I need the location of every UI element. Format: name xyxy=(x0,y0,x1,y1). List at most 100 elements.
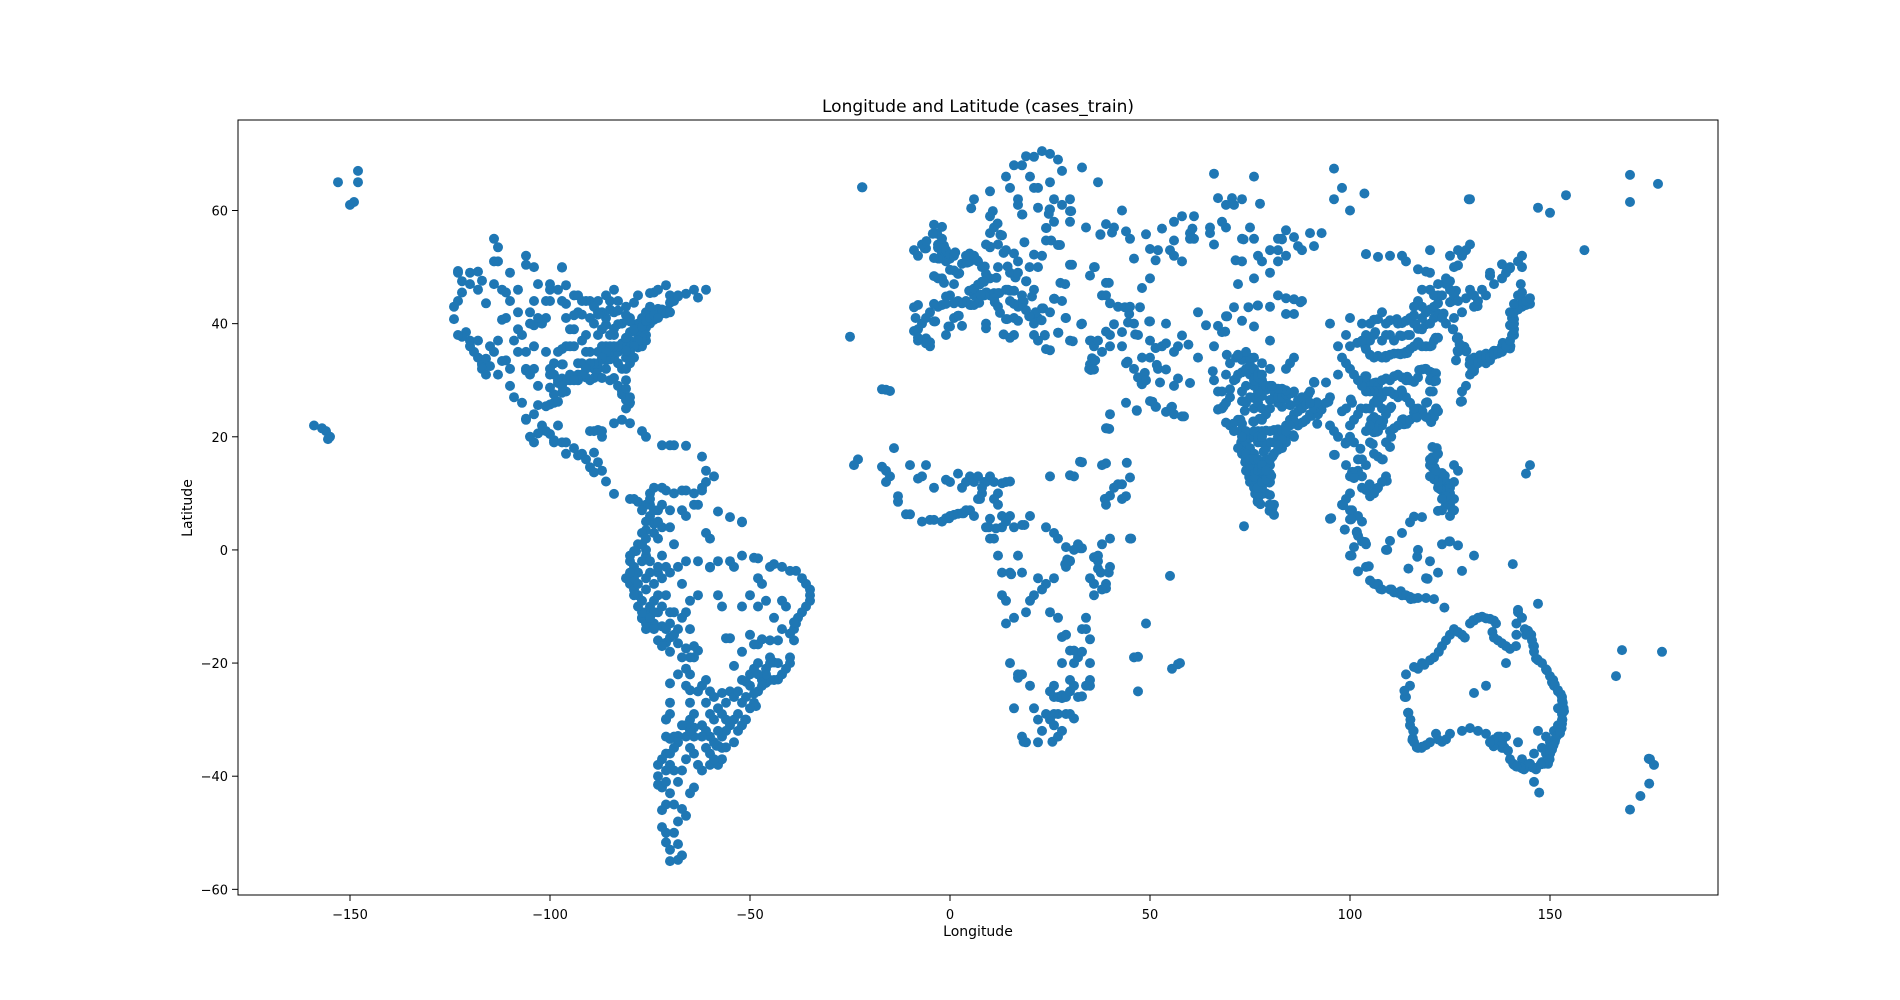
x-tick-label: 0 xyxy=(946,908,954,923)
x-axis-label: Longitude xyxy=(943,924,1013,940)
data-point xyxy=(1533,598,1543,609)
data-point xyxy=(1297,245,1307,256)
data-point xyxy=(1382,544,1393,555)
data-point xyxy=(1505,754,1515,765)
data-point xyxy=(1433,332,1443,343)
data-point xyxy=(1009,612,1019,623)
data-point xyxy=(1329,449,1339,460)
data-point xyxy=(553,396,563,407)
data-point xyxy=(975,289,986,300)
data-point xyxy=(845,331,855,342)
data-point xyxy=(653,313,663,323)
x-tick-label: −50 xyxy=(736,908,763,923)
data-point xyxy=(681,440,691,451)
data-point xyxy=(349,197,359,207)
data-point xyxy=(1137,283,1147,293)
data-point xyxy=(1081,222,1091,233)
data-point xyxy=(1445,250,1455,261)
data-point xyxy=(1209,341,1219,352)
data-point xyxy=(1445,284,1455,295)
data-point xyxy=(653,771,663,782)
data-point xyxy=(1057,199,1067,210)
data-point xyxy=(929,514,939,525)
data-point xyxy=(1249,171,1259,182)
data-point xyxy=(1273,440,1283,451)
data-point xyxy=(1065,470,1075,481)
data-point xyxy=(1085,573,1095,584)
data-point xyxy=(1001,245,1011,256)
data-point xyxy=(1269,509,1279,520)
data-point xyxy=(1161,338,1171,349)
data-point xyxy=(993,499,1003,510)
data-point xyxy=(1193,307,1203,318)
data-point xyxy=(1104,423,1115,434)
data-point xyxy=(1361,460,1371,471)
data-point xyxy=(1359,188,1370,199)
data-point xyxy=(1085,634,1095,645)
data-point xyxy=(1033,714,1043,725)
data-point xyxy=(1413,372,1423,383)
data-point xyxy=(1089,355,1100,366)
data-point xyxy=(930,316,941,327)
data-point xyxy=(1465,239,1475,250)
data-point xyxy=(966,203,977,214)
data-point xyxy=(789,617,799,628)
data-point xyxy=(977,482,987,493)
data-point xyxy=(621,383,631,394)
data-point xyxy=(1505,262,1515,273)
data-point xyxy=(1345,394,1356,405)
data-point xyxy=(533,400,543,411)
cluster-north-america xyxy=(449,233,719,507)
data-point xyxy=(1177,330,1187,341)
data-point xyxy=(1265,454,1275,465)
data-point xyxy=(1117,327,1127,338)
data-point xyxy=(653,516,663,527)
data-point xyxy=(505,296,515,306)
data-point xyxy=(353,177,363,188)
data-point xyxy=(769,612,779,623)
data-point xyxy=(1349,473,1359,484)
data-point xyxy=(613,296,623,306)
data-point xyxy=(773,635,783,646)
data-point xyxy=(685,652,695,663)
data-point xyxy=(1409,301,1419,312)
data-point xyxy=(549,437,559,448)
data-point xyxy=(1061,629,1071,640)
data-point xyxy=(1625,197,1635,207)
data-point xyxy=(1153,363,1163,374)
data-point xyxy=(525,431,535,442)
data-point xyxy=(1238,234,1249,245)
data-point xyxy=(509,335,519,346)
data-point xyxy=(1409,662,1419,672)
data-point xyxy=(1179,411,1189,422)
data-point xyxy=(693,556,703,567)
data-point xyxy=(1145,352,1155,363)
data-point xyxy=(1037,725,1047,736)
data-point xyxy=(1439,602,1450,613)
data-point xyxy=(773,658,783,669)
data-point xyxy=(1001,595,1011,606)
data-point xyxy=(677,652,687,663)
data-point xyxy=(991,272,1002,283)
data-point xyxy=(1249,321,1259,332)
data-point xyxy=(753,658,763,669)
data-point xyxy=(761,595,771,606)
data-point xyxy=(705,709,715,719)
data-point xyxy=(1529,748,1539,759)
data-point xyxy=(569,375,579,386)
data-point xyxy=(529,262,539,273)
data-point xyxy=(1491,618,1501,629)
data-point xyxy=(1346,550,1357,561)
data-point xyxy=(1657,646,1667,657)
data-point xyxy=(1561,190,1571,201)
data-point xyxy=(541,346,551,357)
data-point xyxy=(1245,222,1255,233)
data-point xyxy=(1037,584,1047,595)
data-point xyxy=(1097,584,1107,595)
data-point xyxy=(765,658,775,669)
data-point xyxy=(657,601,667,612)
data-point xyxy=(593,457,603,468)
data-point xyxy=(673,816,683,827)
data-point xyxy=(1501,658,1511,669)
data-point xyxy=(1161,318,1171,329)
